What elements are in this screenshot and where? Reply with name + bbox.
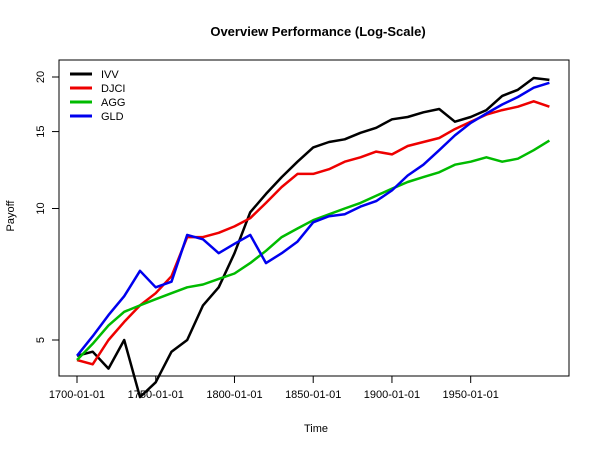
x-tick-label: 1750-01-01 <box>128 389 184 401</box>
series-line-agg <box>76 139 551 361</box>
y-axis-label: Payoff <box>5 200 17 232</box>
x-tick-label: 1900-01-01 <box>364 389 420 401</box>
legend-label-gld: GLD <box>101 111 124 123</box>
series-line-djci <box>76 100 550 366</box>
x-tick-label: 1950-01-01 <box>443 389 499 401</box>
chart-title: Overview Performance (Log-Scale) <box>210 24 425 39</box>
x-axis-label: Time <box>304 423 328 435</box>
y-tick-label: 5 <box>35 337 47 343</box>
plot-lines <box>76 76 551 399</box>
x-tick-label: 1850-01-01 <box>285 389 341 401</box>
x-tick-label: 1700-01-01 <box>49 389 105 401</box>
series-line-gld <box>76 81 550 357</box>
legend-label-agg: AGG <box>101 97 125 109</box>
y-tick-label: 10 <box>35 202 47 214</box>
y-tick-label: 15 <box>35 125 47 137</box>
y-tick-label: 20 <box>35 71 47 83</box>
series-line-ivv <box>76 76 550 399</box>
legend-label-djci: DJCI <box>101 83 125 95</box>
x-axis: 1700-01-01 1750-01-01 1800-01-01 1850-01-01… <box>49 375 499 401</box>
plot-frame <box>58 59 570 377</box>
y-axis: 5 10 15 20 <box>35 71 60 343</box>
x-tick-label: 1800-01-01 <box>206 389 262 401</box>
legend: IVV DJCI AGG GLD <box>70 69 125 123</box>
legend-label-ivv: IVV <box>101 69 119 81</box>
